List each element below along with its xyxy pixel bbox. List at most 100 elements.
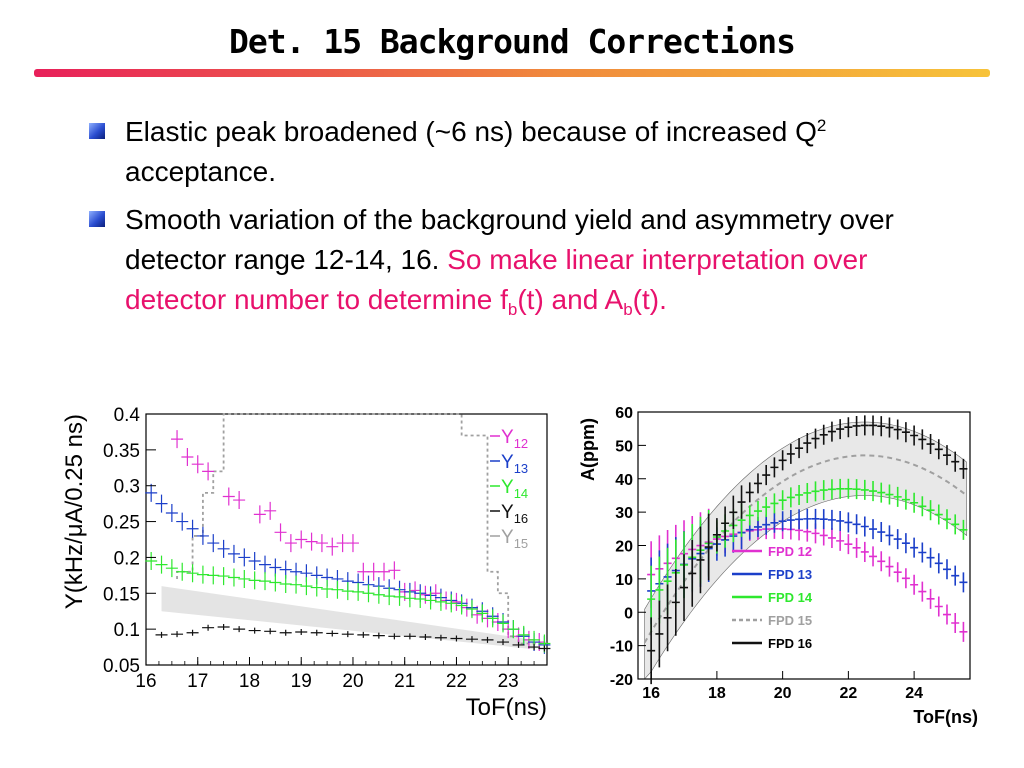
x-tick-label: 23 xyxy=(498,671,519,692)
data-point xyxy=(942,509,951,530)
data-point xyxy=(217,623,230,630)
y-tick-label: 0.15 xyxy=(103,584,140,605)
data-point xyxy=(310,629,323,636)
data-point xyxy=(869,546,878,567)
data-point xyxy=(155,555,168,574)
asymmetry-vs-tof-chart: 16 18 20 22 24 -20 -10 0 10 20 30 40 50 60 ToF(ns) A(pp… xyxy=(578,405,978,727)
data-point xyxy=(745,482,754,503)
data-point xyxy=(434,592,447,611)
legend-label: FPD 16 xyxy=(768,636,812,651)
data-point xyxy=(910,574,919,595)
bullet-1-text: Elastic peak broadened (~6 ns) because o… xyxy=(125,116,817,147)
data-point xyxy=(688,540,697,607)
data-point xyxy=(671,569,680,636)
data-point xyxy=(372,585,385,604)
data-point xyxy=(465,636,478,643)
data-point xyxy=(455,596,468,615)
data-point xyxy=(803,482,812,503)
data-point xyxy=(403,633,416,640)
data-point xyxy=(512,641,525,648)
data-point xyxy=(910,492,919,513)
data-point xyxy=(827,479,836,500)
data-point xyxy=(233,626,246,633)
data-point xyxy=(429,584,442,603)
data-point xyxy=(795,509,804,530)
data-point xyxy=(959,519,968,540)
data-point xyxy=(165,559,178,578)
data-point xyxy=(852,514,861,535)
data-point xyxy=(942,604,951,625)
data-point xyxy=(926,434,935,455)
error-band xyxy=(161,586,535,650)
y-tick-label: 0 xyxy=(624,605,633,622)
data-point xyxy=(295,629,308,636)
data-point xyxy=(877,522,886,543)
data-point xyxy=(409,581,422,600)
slide-title: Det. 15 Background Corrections xyxy=(228,22,796,61)
data-point xyxy=(885,556,894,577)
y-tick-label: 0.3 xyxy=(114,477,140,498)
data-point xyxy=(419,634,432,641)
data-point xyxy=(926,547,935,568)
data-point xyxy=(336,534,349,553)
x-tick-label: 22 xyxy=(839,685,857,702)
data-point xyxy=(346,534,359,553)
data-point xyxy=(248,627,261,634)
x-tick-label: 20 xyxy=(774,685,792,702)
uncertainty-band xyxy=(644,421,968,680)
data-point xyxy=(181,448,194,467)
data-point xyxy=(778,511,787,532)
data-point xyxy=(811,508,820,529)
data-point xyxy=(186,519,199,538)
data-point xyxy=(680,554,689,621)
data-point xyxy=(696,526,705,594)
data-point xyxy=(959,458,968,479)
data-point xyxy=(737,485,746,519)
data-point xyxy=(959,572,968,593)
legend-label: FPD 14 xyxy=(768,590,813,605)
bullet-list: Elastic peak broadened (~6 ns) because o… xyxy=(88,112,968,328)
data-point xyxy=(827,421,836,442)
data-point xyxy=(942,559,951,580)
y-axis-label: Y(kHz/μA/0.25 ns) xyxy=(61,414,88,609)
x-tick-label: 18 xyxy=(708,685,726,702)
data-point xyxy=(465,600,478,619)
y-tick-label: 0.4 xyxy=(114,405,141,426)
data-point xyxy=(341,582,354,601)
data-point xyxy=(450,592,463,611)
x-tick-label: 24 xyxy=(905,685,923,702)
data-point xyxy=(497,639,510,646)
data-point xyxy=(445,594,458,613)
data-point xyxy=(191,455,204,474)
data-point xyxy=(852,537,861,558)
x-tick-label: 16 xyxy=(642,685,660,702)
data-point xyxy=(497,614,510,633)
legend-subscript: 16 xyxy=(514,511,528,526)
data-point xyxy=(222,487,235,506)
data-point xyxy=(910,537,919,558)
data-point xyxy=(507,620,520,639)
data-point xyxy=(893,486,902,507)
data-point xyxy=(155,494,168,513)
data-point xyxy=(248,571,261,590)
y-tick-label: 20 xyxy=(615,539,633,556)
x-tick-label: 18 xyxy=(239,671,260,692)
data-point xyxy=(860,415,869,436)
data-point xyxy=(885,417,894,438)
data-point xyxy=(836,419,845,440)
data-point xyxy=(795,438,804,459)
data-point xyxy=(279,574,292,593)
series-y14 xyxy=(145,552,551,653)
bullet-2-subscript-2: b xyxy=(623,300,633,319)
data-point xyxy=(795,484,804,505)
bullet-1-superscript: 2 xyxy=(816,116,827,135)
bullet-2-highlight-part3: (t). xyxy=(632,284,667,315)
data-point xyxy=(910,425,919,446)
data-point xyxy=(326,537,339,556)
yield-vs-tof-chart: 16 17 18 19 20 21 22 23 0.05 0.1 0.15 0.2 0.25 0.3 0.3… xyxy=(61,405,551,721)
data-point xyxy=(481,636,494,643)
bullet-2-text: Smooth variation of the background yield… xyxy=(125,204,894,275)
data-point xyxy=(951,514,960,535)
data-point xyxy=(869,481,878,502)
data-point xyxy=(388,561,401,580)
